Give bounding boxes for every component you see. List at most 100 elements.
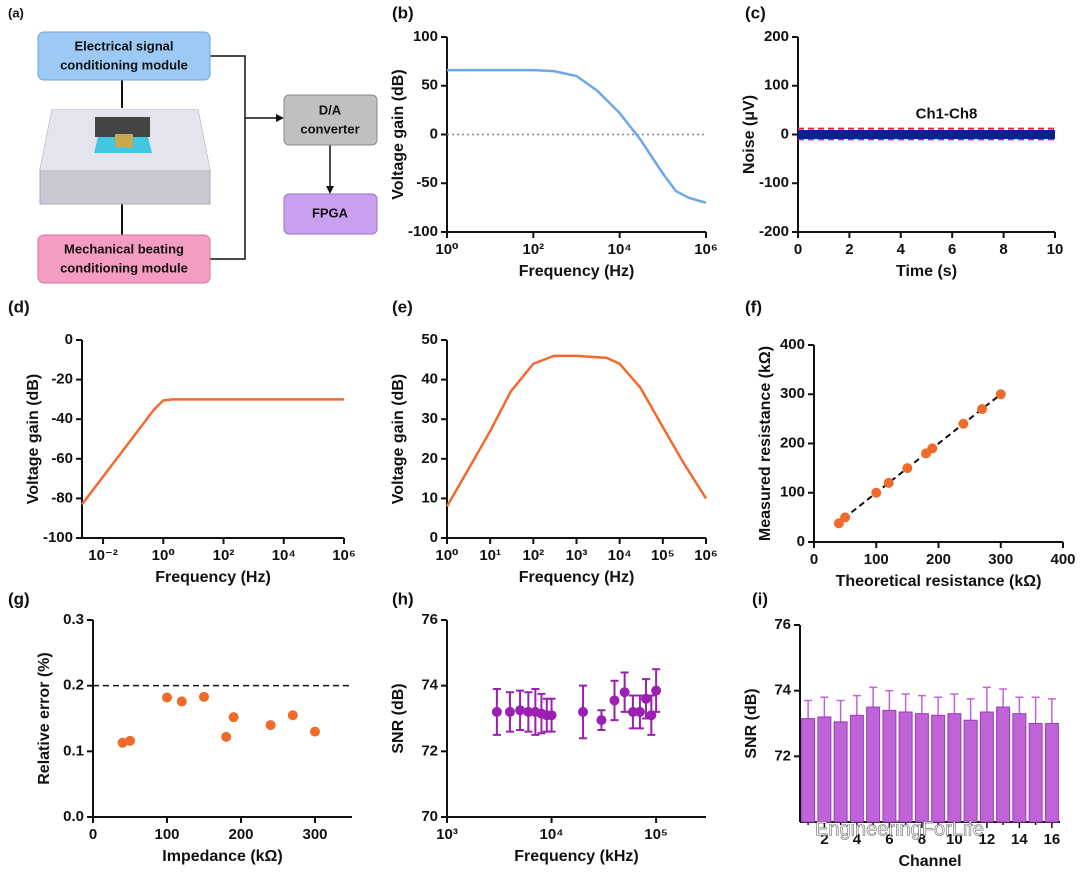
marker [840, 512, 851, 523]
x-axis-label: Time (s) [896, 263, 957, 280]
marker [609, 695, 620, 706]
y-tick-label: 400 [780, 336, 805, 353]
x-tick-label: 0 [810, 551, 818, 568]
marker [883, 477, 894, 488]
bar [866, 706, 881, 823]
series-line [447, 68, 707, 204]
y-tick-label: 0.2 [63, 677, 84, 694]
x-tick-label: 8 [999, 241, 1007, 258]
device-part [95, 117, 150, 137]
x-axis-label: Frequency (Hz) [519, 569, 635, 586]
box-text: Electrical signal [75, 38, 174, 53]
y-tick-label: 100 [413, 28, 438, 45]
x-tick-label: 300 [302, 826, 327, 843]
x-tick-label: 10⁴ [272, 547, 296, 564]
x-axis-label: Theoretical resistance (kΩ) [836, 573, 1042, 590]
diagram: (a) Electrical signal conditioning modul… [8, 5, 378, 284]
y-tick-label: 0 [430, 529, 438, 546]
x-tick-label: 4 [853, 831, 862, 848]
y-tick-label: 200 [764, 28, 789, 45]
x-tick-label: 14 [1011, 831, 1028, 848]
x-tick-label: 10² [213, 547, 235, 564]
x-tick-label: 10⁰ [435, 547, 458, 564]
error-bar [1015, 696, 1024, 714]
marker [833, 518, 844, 529]
error-bar [836, 699, 845, 722]
y-tick-label: -80 [51, 489, 73, 506]
marker [199, 691, 209, 702]
chart-panel: (f) 0 100 200 300 400 0 100 200 300 400 Theoretical… [745, 297, 1076, 590]
module-box [37, 31, 211, 81]
box-text: conditioning module [60, 57, 188, 72]
marker [221, 731, 232, 742]
panel-label: (f) [745, 297, 762, 316]
x-tick-label: 10⁵ [644, 826, 668, 843]
x-tick-label: 200 [228, 826, 253, 843]
marker [995, 389, 1006, 400]
marker [927, 443, 938, 454]
marker [627, 706, 638, 717]
x-tick-label: 10⁵ [651, 547, 675, 564]
y-tick-label: -100 [759, 174, 789, 191]
x-tick-label: 8 [918, 831, 926, 848]
bar [1012, 713, 1027, 823]
panel-label: (g) [8, 589, 30, 608]
y-tick-label: 72 [774, 747, 791, 764]
x-tick-label: 16 [1044, 831, 1061, 848]
module-box [283, 193, 378, 235]
chart-panel: (c) -200 -100 0 100 200 0 2 4 6 8 10 Time (s) Noise (… [741, 3, 1063, 280]
marker [578, 706, 589, 717]
x-tick-label: 0 [794, 241, 802, 258]
x-tick-label: 10⁶ [332, 547, 356, 564]
y-tick-label: -200 [759, 223, 789, 240]
marker [176, 696, 187, 707]
series-line [81, 398, 344, 506]
y-axis-label: Measured resistance (kΩ) [757, 346, 774, 541]
module-box [283, 94, 378, 146]
marker [958, 418, 969, 429]
panel-label: (b) [392, 3, 414, 22]
x-tick-label: 2 [820, 831, 828, 848]
panel-label: (a) [8, 5, 24, 20]
error-bar [966, 698, 975, 721]
error-bar [950, 693, 959, 714]
marker [619, 687, 630, 698]
marker [546, 710, 557, 721]
box-text: FPGA [312, 205, 349, 220]
y-axis-label: SNR (dB) [743, 688, 760, 758]
bar [914, 713, 929, 823]
y-tick-label: 0.1 [63, 742, 84, 759]
x-tick-label: 10² [522, 241, 544, 258]
bar [979, 711, 994, 823]
panel-label: (c) [745, 3, 766, 22]
x-axis-label: Frequency (kHz) [514, 848, 638, 865]
bar [963, 719, 978, 823]
y-tick-label: 0.0 [63, 808, 84, 825]
y-tick-label: 100 [780, 484, 805, 501]
panel-label: (h) [392, 589, 414, 608]
x-tick-label: 10¹ [479, 547, 501, 564]
device-part [115, 134, 133, 148]
x-tick-label: 10⁻² [88, 547, 118, 564]
connector [210, 55, 246, 260]
error-bar [804, 699, 813, 719]
marker [491, 706, 502, 717]
bar [947, 713, 962, 823]
x-axis-label: Channel [898, 853, 961, 870]
bar [801, 718, 816, 823]
y-tick-label: 40 [421, 371, 438, 388]
y-tick-label: 76 [421, 611, 438, 628]
x-tick-label: 100 [864, 551, 889, 568]
bar [833, 721, 848, 823]
panel-label: (e) [392, 297, 413, 316]
y-tick-label: 50 [421, 77, 438, 94]
marker [634, 706, 645, 717]
x-tick-label: 12 [979, 831, 996, 848]
y-tick-label: 30 [421, 410, 438, 427]
x-axis-label: Frequency (Hz) [155, 569, 271, 586]
x-tick-label: 4 [897, 241, 906, 258]
y-tick-label: -100 [43, 529, 73, 546]
y-tick-label: 0 [797, 533, 805, 550]
y-tick-label: -40 [51, 410, 73, 427]
